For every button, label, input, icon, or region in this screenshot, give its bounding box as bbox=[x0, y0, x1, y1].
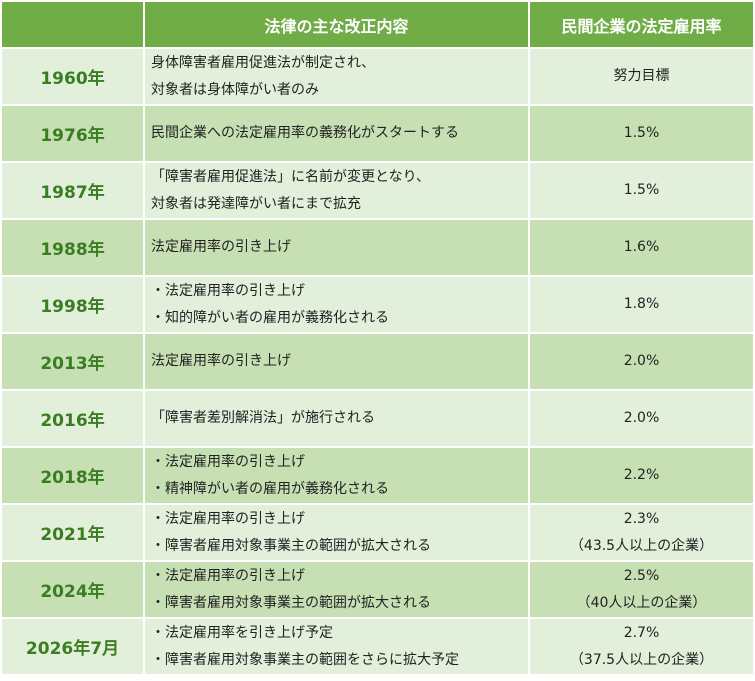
rate-note: （40人以上の企業） bbox=[576, 594, 707, 611]
content-line: ・法定雇用率の引き上げ bbox=[151, 282, 305, 299]
row-rate: 2.3% （43.5人以上の企業） bbox=[530, 505, 753, 560]
content-line: 「障害者雇用促進法」に名前が変更となり、 bbox=[151, 168, 431, 185]
row-year: 1976年 bbox=[2, 106, 143, 161]
content-line: 法定雇用率の引き上げ bbox=[151, 353, 291, 369]
header-year bbox=[2, 2, 143, 47]
row-content: ・法定雇用率を引き上げ予定・障害者雇用対象事業主の範囲をさらに拡大予定 bbox=[145, 619, 528, 674]
content-line: 対象者は発達障がい者にまで拡充 bbox=[151, 195, 361, 212]
table-row: 2021年 ・法定雇用率の引き上げ ・障害者雇用対象事業主の範囲が拡大される 2.3%… bbox=[2, 505, 753, 560]
rate-value: 1.5% bbox=[623, 182, 660, 198]
table-row: 1976年 民間企業への法定雇用率の義務化がスタートする 1.5% bbox=[2, 106, 753, 161]
row-content: 民間企業への法定雇用率の義務化がスタートする bbox=[145, 106, 528, 161]
table-row: 2016年 「障害者差別解消法」が施行される 2.0% bbox=[2, 391, 753, 446]
row-rate: 1.6% bbox=[530, 220, 753, 275]
row-content: ・法定雇用率の引き上げ・知的障がい者の雇用が義務化される bbox=[145, 277, 528, 332]
table-row: 2026年7月 ・法定雇用率を引き上げ予定・障害者雇用対象事業主の範囲をさらに拡大… bbox=[2, 619, 753, 674]
table-row: 1987年 「障害者雇用促進法」に名前が変更となり、 対象者は発達障がい者にまで拡充… bbox=[2, 163, 753, 218]
header-rate: 民間企業の法定雇用率 bbox=[530, 2, 753, 47]
rate-value: 1.8% bbox=[623, 296, 660, 312]
row-rate: 1.8% bbox=[530, 277, 753, 332]
header-row: 法律の主な改正内容 民間企業の法定雇用率 bbox=[2, 2, 753, 47]
table-row: 2024年 ・法定雇用率の引き上げ ・障害者雇用対象事業主の範囲が拡大される 2.5%… bbox=[2, 562, 753, 617]
table-row: 1988年 法定雇用率の引き上げ 1.6% bbox=[2, 220, 753, 275]
content-line: ・知的障がい者の雇用が義務化される bbox=[151, 309, 389, 326]
content-line: ・法定雇用率を引き上げ予定 bbox=[151, 624, 333, 641]
rate-note: （43.5人以上の企業） bbox=[569, 537, 714, 554]
content-line: 身体障害者雇用促進法が制定され、 bbox=[151, 54, 376, 71]
row-content: 「障害者差別解消法」が施行される bbox=[145, 391, 528, 446]
content-line: 民間企業への法定雇用率の義務化がスタートする bbox=[151, 125, 459, 141]
row-year: 2026年7月 bbox=[2, 619, 143, 674]
row-rate: 2.0% bbox=[530, 334, 753, 389]
rate-value: 2.0% bbox=[623, 410, 660, 426]
rate-value: 2.0% bbox=[623, 353, 660, 369]
row-content: ・法定雇用率の引き上げ・精神障がい者の雇用が義務化される bbox=[145, 448, 528, 503]
row-content: 「障害者雇用促進法」に名前が変更となり、 対象者は発達障がい者にまで拡充 bbox=[145, 163, 528, 218]
row-content: 身体障害者雇用促進法が制定され、 対象者は身体障がい者のみ bbox=[145, 49, 528, 104]
rate-value: 2.2% bbox=[623, 467, 660, 483]
rate-value: 1.5% bbox=[623, 125, 660, 141]
rate-value: 2.3% bbox=[623, 510, 660, 527]
content-line: ・法定雇用率の引き上げ bbox=[151, 453, 305, 470]
row-rate: 努力目標 bbox=[530, 49, 753, 104]
content-line: 対象者は身体障がい者のみ bbox=[151, 81, 319, 98]
row-rate: 2.7% （37.5人以上の企業） bbox=[530, 619, 753, 674]
rate-value: 2.5% bbox=[623, 567, 660, 584]
row-rate: 1.5% bbox=[530, 106, 753, 161]
row-content: 法定雇用率の引き上げ bbox=[145, 334, 528, 389]
row-year: 2013年 bbox=[2, 334, 143, 389]
row-year: 2018年 bbox=[2, 448, 143, 503]
row-rate: 2.5% （40人以上の企業） bbox=[530, 562, 753, 617]
table-row: 2013年 法定雇用率の引き上げ 2.0% bbox=[2, 334, 753, 389]
content-line: ・障害者雇用対象事業主の範囲をさらに拡大予定 bbox=[151, 651, 459, 668]
rate-value: 2.7% bbox=[623, 624, 660, 641]
row-rate: 2.0% bbox=[530, 391, 753, 446]
row-year: 1960年 bbox=[2, 49, 143, 104]
rate-value: 努力目標 bbox=[613, 68, 670, 84]
content-line: ・法定雇用率の引き上げ bbox=[151, 510, 305, 527]
row-year: 2016年 bbox=[2, 391, 143, 446]
header-content: 法律の主な改正内容 bbox=[145, 2, 528, 47]
table-row: 1998年 ・法定雇用率の引き上げ・知的障がい者の雇用が義務化される 1.8% bbox=[2, 277, 753, 332]
row-content: ・法定雇用率の引き上げ・障害者雇用対象事業主の範囲が拡大される bbox=[145, 505, 528, 560]
row-year: 2021年 bbox=[2, 505, 143, 560]
row-year: 1987年 bbox=[2, 163, 143, 218]
row-year: 1988年 bbox=[2, 220, 143, 275]
row-year: 1998年 bbox=[2, 277, 143, 332]
row-year: 2024年 bbox=[2, 562, 143, 617]
row-content: ・法定雇用率の引き上げ・障害者雇用対象事業主の範囲が拡大される bbox=[145, 562, 528, 617]
table-body: 1960年 身体障害者雇用促進法が制定され、 対象者は身体障がい者のみ 努力目標 197… bbox=[2, 49, 753, 674]
content-line: ・法定雇用率の引き上げ bbox=[151, 567, 305, 584]
content-line: 「障害者差別解消法」が施行される bbox=[151, 410, 375, 426]
row-rate: 1.5% bbox=[530, 163, 753, 218]
rate-note: （37.5人以上の企業） bbox=[569, 651, 714, 668]
content-line: ・障害者雇用対象事業主の範囲が拡大される bbox=[151, 594, 431, 611]
content-line: ・障害者雇用対象事業主の範囲が拡大される bbox=[151, 537, 431, 554]
table-row: 1960年 身体障害者雇用促進法が制定され、 対象者は身体障がい者のみ 努力目標 bbox=[2, 49, 753, 104]
row-content: 法定雇用率の引き上げ bbox=[145, 220, 528, 275]
row-rate: 2.2% bbox=[530, 448, 753, 503]
content-line: 法定雇用率の引き上げ bbox=[151, 239, 291, 255]
content-line: ・精神障がい者の雇用が義務化される bbox=[151, 480, 389, 497]
rate-value: 1.6% bbox=[623, 239, 660, 255]
table-row: 2018年 ・法定雇用率の引き上げ・精神障がい者の雇用が義務化される 2.2% bbox=[2, 448, 753, 503]
